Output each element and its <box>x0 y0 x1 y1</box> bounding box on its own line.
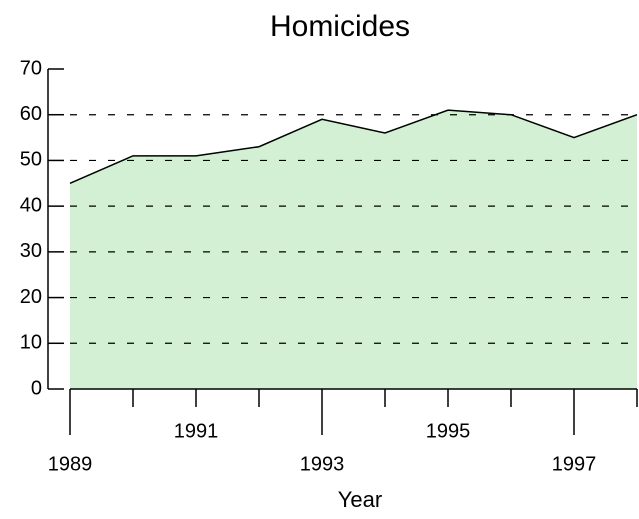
x-axis-label: Year <box>338 487 382 512</box>
y-tick-label: 50 <box>20 149 42 171</box>
y-tick-label: 20 <box>20 286 42 308</box>
y-tick-label: 60 <box>20 103 42 125</box>
y-tick-label: 0 <box>31 377 42 399</box>
y-tick-label: 40 <box>20 194 42 216</box>
chart-title: Homicides <box>270 10 410 43</box>
y-tick-label: 10 <box>20 332 42 354</box>
x-tick-label: 1995 <box>426 420 471 442</box>
x-tick-label: 1993 <box>300 453 345 475</box>
x-tick-label: 1991 <box>174 420 219 442</box>
y-tick-label: 70 <box>20 57 42 79</box>
x-tick-label: 1989 <box>48 453 93 475</box>
y-tick-label: 30 <box>20 240 42 262</box>
x-tick-label: 1997 <box>552 453 597 475</box>
area-line <box>69 109 638 184</box>
area <box>70 110 637 390</box>
